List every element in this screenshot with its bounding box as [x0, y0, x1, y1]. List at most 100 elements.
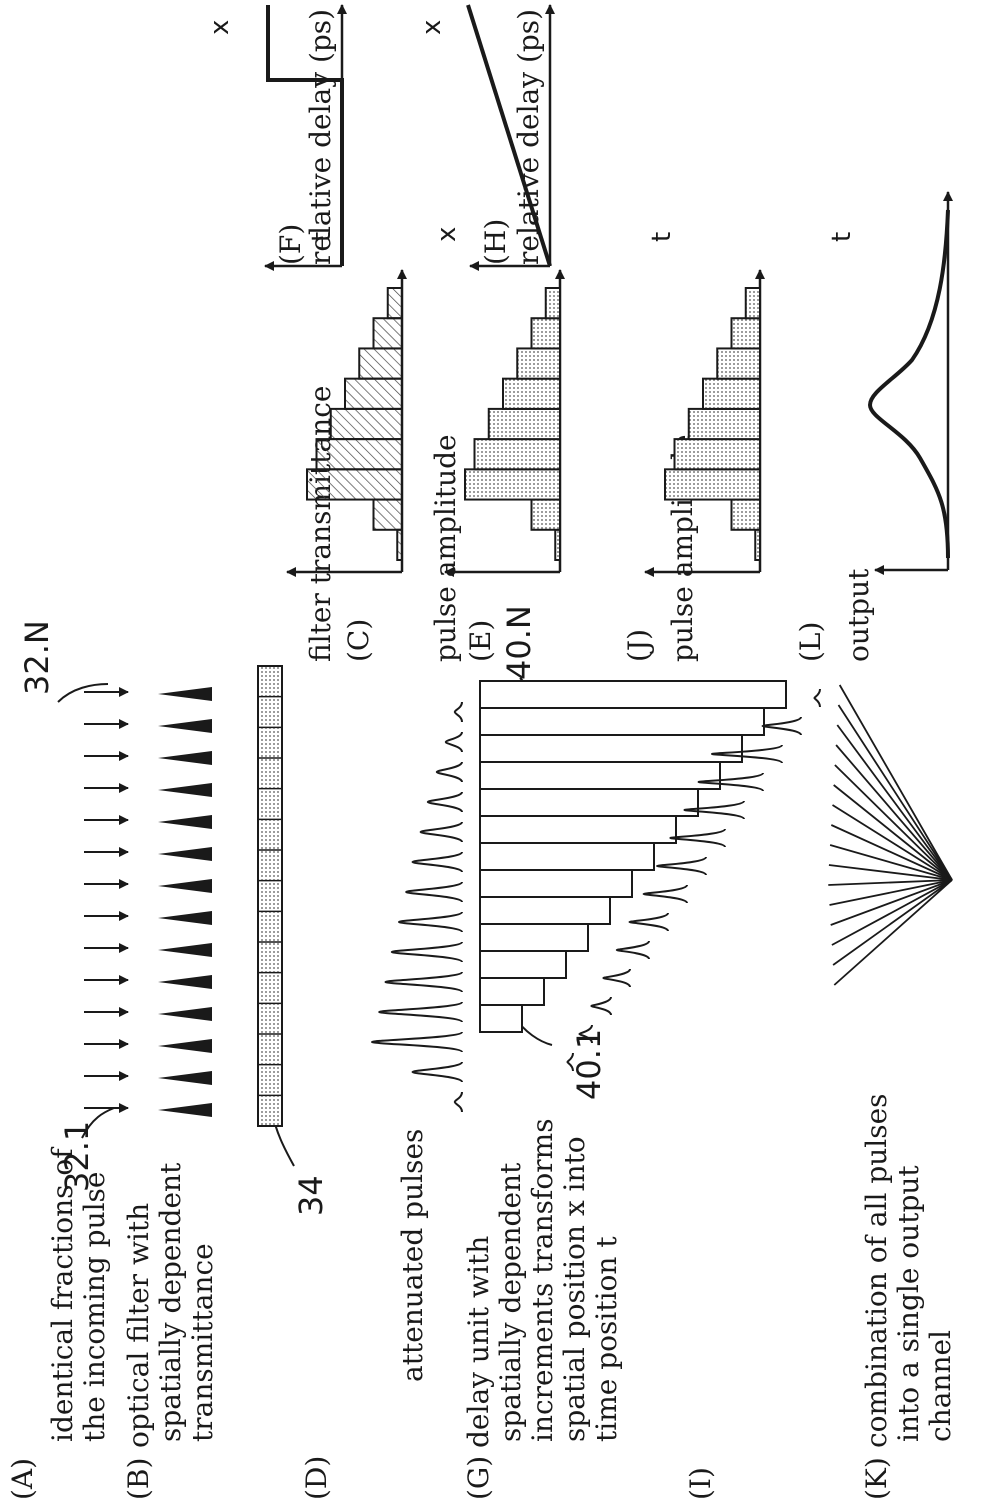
attenuated-pulse: [411, 851, 463, 873]
chart-F-step-curve: [266, 5, 344, 266]
chart-C-bar: [315, 438, 403, 471]
chart-E-bar: [464, 468, 561, 501]
panel-D-tag: (D): [300, 1456, 333, 1500]
chart-C: filter transmittance (C) t: [286, 232, 407, 662]
delay-element: [479, 680, 787, 709]
delay-element: [479, 950, 567, 979]
delay-element: [479, 761, 721, 790]
combiner-line: [833, 879, 953, 986]
chart-L-curve: [867, 209, 950, 559]
delayed-pulse: [615, 940, 650, 960]
chart-J-bar: [673, 438, 761, 471]
delay-element: [479, 1004, 523, 1033]
pulse-spike: [158, 1103, 212, 1117]
delay-element: [479, 896, 611, 925]
attenuated-pulse: [370, 1031, 463, 1053]
chart-E-bar: [530, 317, 561, 350]
ref-32-1-text: 32.1: [58, 1121, 96, 1192]
chart-E-bar: [502, 377, 561, 410]
pulse-spike: [158, 687, 212, 701]
combiner-line: [833, 784, 953, 881]
incoming-pulse-arrows: [84, 687, 129, 1113]
chart-F-xlabel: x: [205, 20, 235, 35]
pulse-spike: [158, 1007, 212, 1021]
chart-C-bar: [372, 317, 403, 350]
chart-J-bar: [730, 498, 761, 531]
combiner-line: [837, 704, 953, 881]
attenuated-pulse: [453, 1091, 463, 1113]
chart-L-axes: [867, 191, 953, 575]
pulse-spike: [158, 879, 212, 893]
chart-E-ylabel: pulse amplitude: [429, 434, 462, 662]
delay-unit: [479, 680, 787, 1033]
chart-E-tag: (E): [464, 620, 497, 662]
combiner-line: [830, 879, 953, 926]
combiner-fan: [828, 684, 953, 986]
combiner-line: [830, 824, 953, 881]
chart-C-bar: [329, 407, 403, 441]
panel-A-text-1: identical fractions of: [46, 1146, 79, 1442]
chart-C-bars: [286, 269, 407, 577]
panel-I-label: (I): [684, 1467, 717, 1500]
combiner-line: [831, 879, 953, 946]
panel-G-tag: (G): [462, 1456, 495, 1500]
chart-H-xlabel: x: [417, 20, 447, 35]
pulse-spike: [158, 815, 212, 829]
chart-F: x (F) relative delay (ps): [205, 4, 347, 271]
chart-F-tag: (F): [274, 224, 307, 265]
attenuated-pulse: [419, 821, 463, 843]
ref-32-N-leader: [57, 683, 109, 703]
delayed-pulse: [590, 996, 612, 1016]
chart-J-bar: [687, 407, 761, 441]
combiner-line: [829, 879, 953, 906]
ref-34: 34: [268, 1111, 330, 1216]
pulse-spike: [158, 719, 212, 733]
pulse-spike: [158, 975, 212, 989]
panel-A-text-2: the incoming pulse: [78, 1172, 111, 1443]
attenuated-pulse: [444, 731, 463, 753]
attenuated-pulse: [397, 911, 463, 933]
ref-40-N-text: 40.N: [500, 605, 538, 680]
ref-40-1-text: 40.1: [570, 1029, 608, 1100]
pulse-spike: [158, 847, 212, 861]
delayed-pulse: [642, 884, 688, 904]
delayed-pulse: [602, 968, 631, 988]
combiner-line: [829, 844, 953, 881]
chart-J-bar: [716, 347, 761, 380]
ref-32-1: 32.1: [58, 1107, 115, 1192]
chart-C-tag: (C): [342, 619, 375, 662]
chart-J-bars: [644, 269, 765, 577]
delay-element: [479, 923, 589, 952]
combiner-line: [828, 879, 953, 886]
chart-E-bar: [530, 498, 561, 531]
attenuated-pulses: [370, 701, 463, 1113]
ref-32-1-leader: [81, 1107, 115, 1139]
chart-C-bar: [396, 528, 403, 561]
panel-B-text-3: transmittance: [186, 1243, 219, 1442]
chart-E-bar: [473, 438, 561, 471]
attenuated-pulse: [426, 791, 463, 813]
chart-L-ylabel: output: [842, 568, 875, 662]
panel-A-tag: (A): [6, 1458, 39, 1500]
panel-I-tag: (I): [684, 1467, 717, 1500]
panel-D-text: attenuated pulses: [396, 1129, 429, 1382]
panel-K-tag: (K): [860, 1457, 893, 1500]
chart-E-xlabel: x: [432, 227, 462, 242]
panel-A-label: (A) identical fractions of the incoming …: [6, 1146, 111, 1500]
chart-H: x (H) relative delay (ps): [417, 4, 555, 271]
delay-element: [479, 788, 699, 817]
attenuated-pulse: [390, 941, 463, 963]
combiner-line: [832, 804, 953, 881]
chart-E-bar: [544, 286, 561, 320]
chart-E: pulse amplitude (E) x: [429, 227, 565, 662]
attenuated-pulse: [453, 701, 463, 723]
chart-J-bar: [744, 286, 761, 320]
delayed-pulse: [697, 772, 764, 792]
chart-L-tag: (L): [794, 622, 827, 662]
pulse-spike: [158, 1039, 212, 1053]
chart-L: (L) output t: [794, 191, 953, 662]
chart-H-axes: [466, 4, 555, 271]
